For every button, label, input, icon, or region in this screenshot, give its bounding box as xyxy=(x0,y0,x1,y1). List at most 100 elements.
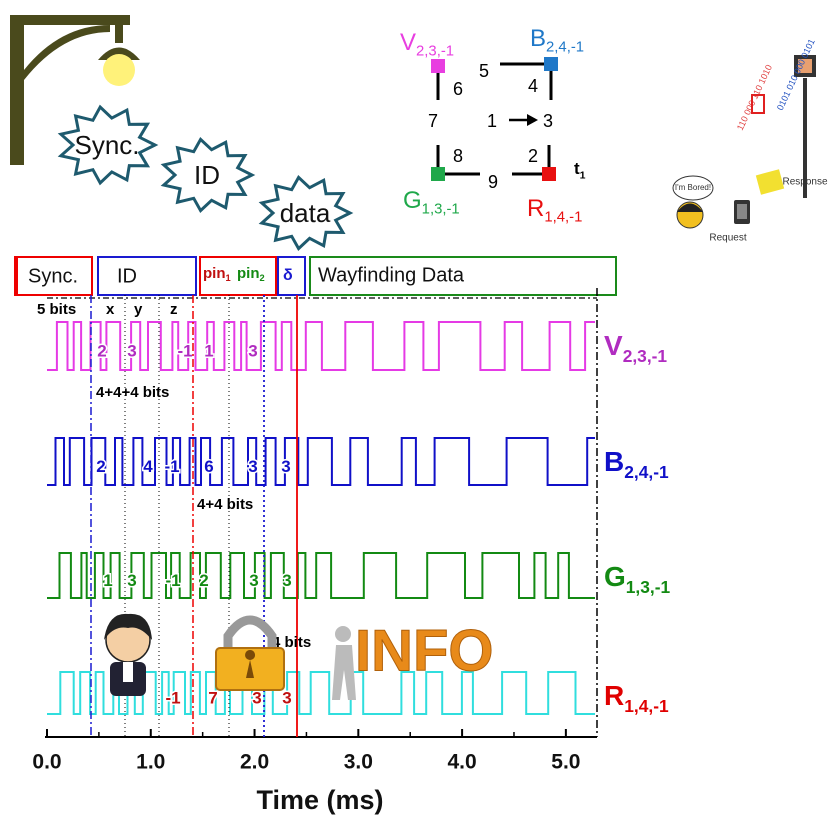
lock-keyhole xyxy=(245,650,256,678)
row-label-main: V xyxy=(604,330,623,361)
frame-delta: δ xyxy=(283,267,293,284)
grid-node xyxy=(542,167,556,181)
edge-label: 8 xyxy=(453,146,463,166)
node-label-main: R xyxy=(527,195,544,222)
grid-node xyxy=(544,57,558,71)
boy-shirt xyxy=(123,662,133,682)
node-label-main: B xyxy=(530,25,546,52)
frame-pin1-main: pin xyxy=(203,265,226,282)
node-label: R1,4,-1 xyxy=(527,195,582,225)
edge-label: 5 xyxy=(479,61,489,81)
bit-label: 3 xyxy=(127,571,136,590)
x-tick-label: 2.0 xyxy=(240,751,269,774)
illustration: 0101 010 000 0101 110 000 110 1010 xyxy=(672,37,817,229)
frame-data: Wayfinding Data xyxy=(318,264,465,286)
time-label: t1 xyxy=(574,159,586,181)
row-label-sub: 1,3,-1 xyxy=(626,577,671,597)
row-label: V2,3,-1 xyxy=(604,330,667,365)
info-man xyxy=(332,645,356,700)
x-tick-label: 3.0 xyxy=(344,751,373,774)
edge-label: 1 xyxy=(487,111,497,131)
frame-box xyxy=(309,256,617,296)
grid-node xyxy=(431,59,445,73)
waveform xyxy=(47,321,595,371)
row-label-sub: 2,3,-1 xyxy=(623,346,668,366)
frame-edge xyxy=(14,257,18,295)
bit-label: 6 xyxy=(204,457,213,476)
request-label: Request xyxy=(709,233,746,244)
burst-text: data xyxy=(280,198,331,228)
row-label-main: G xyxy=(604,561,626,592)
x-tick-label: 1.0 xyxy=(136,751,165,774)
grid-node xyxy=(431,167,445,181)
row-label-sub: 2,4,-1 xyxy=(624,462,669,482)
row-label: B2,4,-1 xyxy=(604,446,669,481)
bit-label: -1 xyxy=(165,688,180,707)
bit-label: 3 xyxy=(248,341,257,360)
annotation: y xyxy=(134,301,143,318)
burst xyxy=(57,104,159,186)
node-label-main: V xyxy=(400,29,416,56)
annotation: z xyxy=(170,301,178,318)
annotation: 4 bits xyxy=(272,634,311,651)
node-label-sub: 1,3,-1 xyxy=(422,202,460,218)
frame-id: ID xyxy=(117,265,137,287)
bit-label: -1 xyxy=(177,341,192,360)
frame-pin2-sub: 2 xyxy=(260,273,265,283)
time-label-main: t xyxy=(574,159,580,178)
burst xyxy=(160,136,256,214)
bit-label: 2 xyxy=(97,341,106,360)
edge-label: 9 xyxy=(488,172,498,192)
node-label: V2,3,-1 xyxy=(400,29,454,59)
row-label-main: B xyxy=(604,446,624,477)
edge-label: 2 xyxy=(528,146,538,166)
node-label: B2,4,-1 xyxy=(530,25,584,55)
bit-label: 3 xyxy=(281,457,290,476)
frame-pin1: pin1 xyxy=(203,265,231,283)
lamp-bulb xyxy=(103,54,135,86)
annotation: 5 bits xyxy=(37,301,76,318)
bit-label: 2 xyxy=(96,457,105,476)
frame-pin1-sub: 1 xyxy=(226,273,231,283)
x-tick-label: 0.0 xyxy=(32,751,61,774)
bit-label: 3 xyxy=(252,688,261,707)
node-label-main: G xyxy=(403,187,422,214)
annotation: 4+4 bits xyxy=(197,496,253,513)
bit-label: 1 xyxy=(103,571,112,590)
edge-label: 4 xyxy=(528,76,538,96)
frame-box xyxy=(199,256,277,296)
edge-label: 7 xyxy=(428,111,438,131)
arrow-head xyxy=(527,114,538,126)
burst-text: ID xyxy=(194,160,220,190)
bit-label: 3 xyxy=(249,571,258,590)
bit-label: -1 xyxy=(164,457,179,476)
frame-pin2-main: pin xyxy=(237,265,260,282)
bit-label: -1 xyxy=(165,571,180,590)
burst-text: Sync. xyxy=(74,130,139,160)
lamp xyxy=(10,15,140,165)
row-label: G1,3,-1 xyxy=(604,561,671,596)
info-man-head xyxy=(335,626,351,642)
annotation: 4+4+4 bits xyxy=(96,384,169,401)
bit-label: 7 xyxy=(208,688,217,707)
lock-shackle xyxy=(223,615,277,652)
row-label: R1,4,-1 xyxy=(604,680,669,715)
bit-label: 3 xyxy=(282,571,291,590)
node-label-sub: 1,4,-1 xyxy=(544,210,582,226)
bit-label: 2 xyxy=(199,571,208,590)
bit-label: 4 xyxy=(143,457,153,476)
frame-sync: Sync. xyxy=(28,265,78,287)
x-axis-label: Time (ms) xyxy=(256,785,383,815)
bit-label: 3 xyxy=(248,457,257,476)
response-label: Response xyxy=(782,177,827,188)
frame-pin2: pin2 xyxy=(237,265,265,283)
row-label-main: R xyxy=(604,680,624,711)
svg-text:110 000 110 1010: 110 000 110 1010 xyxy=(735,63,774,132)
waveform xyxy=(47,437,595,486)
waveform xyxy=(47,552,595,599)
node-label: G1,3,-1 xyxy=(403,187,460,217)
node-label-sub: 2,3,-1 xyxy=(416,44,454,60)
frame-box xyxy=(97,256,197,296)
edge-label: 3 xyxy=(543,111,553,131)
